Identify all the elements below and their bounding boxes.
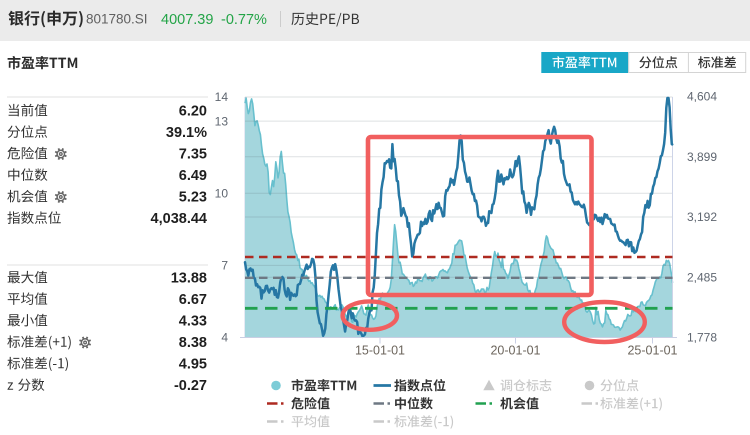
svg-text:6.67: 6.67 <box>179 292 207 308</box>
svg-text:20-01-01: 20-01-01 <box>490 344 540 358</box>
svg-text:6.49: 6.49 <box>179 168 207 184</box>
svg-text:6.20: 6.20 <box>179 104 207 120</box>
svg-text:4007.39: 4007.39 <box>161 12 213 28</box>
svg-text:4,604: 4,604 <box>687 90 717 104</box>
svg-text:39.1%: 39.1% <box>166 125 207 141</box>
svg-text:1,778: 1,778 <box>687 331 717 345</box>
svg-text:3,899: 3,899 <box>687 150 717 164</box>
svg-text:13.88: 13.88 <box>171 271 207 287</box>
svg-text:7.35: 7.35 <box>179 147 207 163</box>
svg-text:13: 13 <box>215 114 229 128</box>
svg-text:3,192: 3,192 <box>687 210 717 224</box>
svg-text:4,038.44: 4,038.44 <box>151 211 207 227</box>
svg-text:-0.27: -0.27 <box>174 378 207 394</box>
svg-text:15-01-01: 15-01-01 <box>355 344 405 358</box>
svg-text:8.38: 8.38 <box>179 335 207 351</box>
svg-text:4.33: 4.33 <box>179 314 207 330</box>
svg-text:801780.SI: 801780.SI <box>86 12 148 27</box>
svg-text:-0.77%: -0.77% <box>221 12 267 28</box>
svg-text:2,485: 2,485 <box>687 270 717 284</box>
svg-text:4: 4 <box>221 331 228 345</box>
svg-text:10: 10 <box>215 186 229 200</box>
svg-text:7: 7 <box>221 259 228 273</box>
svg-text:4.95: 4.95 <box>179 357 207 373</box>
svg-text:25-01-01: 25-01-01 <box>627 344 677 358</box>
svg-text:5.23: 5.23 <box>179 190 207 206</box>
svg-text:14: 14 <box>215 90 229 104</box>
